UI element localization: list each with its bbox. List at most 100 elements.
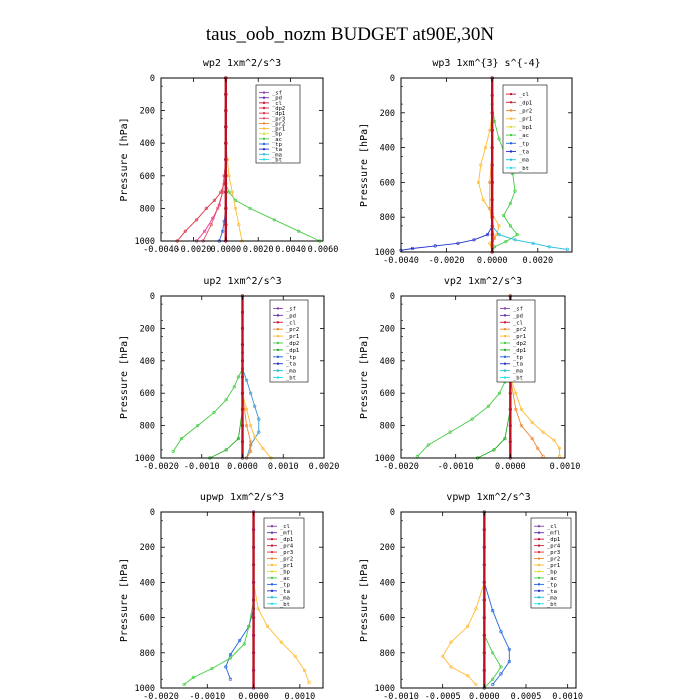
series-point <box>541 430 545 434</box>
series-point <box>183 229 187 233</box>
legend-label: _ac <box>547 576 557 582</box>
legend-marker <box>503 376 507 379</box>
legend-marker <box>262 117 266 120</box>
y-tick-label: 0 <box>390 508 395 518</box>
series-point <box>472 238 476 242</box>
series-point <box>497 224 501 228</box>
series-point <box>196 424 200 428</box>
y-tick-label: 1000 <box>375 684 395 694</box>
legend-marker <box>537 550 541 554</box>
series-point <box>245 378 249 382</box>
series-point <box>257 417 261 421</box>
x-tick-label: -0.0040 <box>143 245 179 255</box>
series-point <box>248 206 252 210</box>
legend-label: _dp1 <box>272 111 285 117</box>
series-point <box>504 240 508 244</box>
series-point <box>547 245 551 249</box>
series-line <box>209 296 243 459</box>
legend-marker <box>262 96 266 99</box>
series-point <box>491 608 495 613</box>
legend-label: _ta <box>272 147 282 153</box>
series-point <box>507 647 511 651</box>
legend-label: _bt <box>519 166 529 172</box>
y-tick-label: 800 <box>140 649 155 659</box>
legend-label: _bt <box>280 602 290 608</box>
panel-upwp: upwp 1xm^2/s^3 Pressure [hPa] 0 200 400 600 80… <box>119 492 324 700</box>
series-point <box>514 391 518 395</box>
legend-label: _tp <box>286 355 296 361</box>
legend-label: _tp <box>272 142 282 148</box>
legend-label: _ma <box>547 595 557 601</box>
y-axis-label: Pressure [hPa] <box>119 117 130 201</box>
legend-marker <box>276 369 280 372</box>
legend-marker <box>509 92 513 96</box>
legend-marker <box>509 150 513 153</box>
x-tick-label: -0.0020 <box>175 245 211 255</box>
series-point <box>249 391 253 395</box>
legend-marker <box>270 557 274 560</box>
y-tick-label: 200 <box>140 107 155 117</box>
series-point <box>221 229 225 233</box>
series-point <box>272 218 277 222</box>
y-tick-label: 0 <box>390 292 395 302</box>
legend-marker <box>262 142 266 146</box>
series-line <box>483 512 502 689</box>
legend-marker <box>509 109 513 112</box>
legend-marker <box>276 321 280 324</box>
series-point <box>456 241 460 245</box>
series-point <box>297 229 301 233</box>
panel-title: vpwp 1xm^2/s^3 <box>446 492 530 503</box>
series-point <box>495 233 499 237</box>
x-tick-label: -0.0020 <box>383 462 419 472</box>
series-point <box>293 654 297 658</box>
legend-marker <box>503 307 507 310</box>
panel-wp2: wp2 1xm^2/s^3 Pressure [hPa] 0 200 400 600 800… <box>119 58 338 255</box>
panel-title: up2 1xm^2/s^3 <box>203 276 281 287</box>
legend-marker <box>262 158 266 161</box>
series-point <box>182 682 186 687</box>
y-tick-label: 400 <box>380 578 395 588</box>
legend-label: _tp <box>519 141 529 147</box>
series-point <box>530 420 534 425</box>
series-point <box>514 407 518 412</box>
y-tick-label: 0 <box>150 292 155 302</box>
series-point <box>210 666 214 671</box>
legend-label: _pr2 <box>513 327 526 333</box>
x-tick-label: 0.0020 <box>243 245 274 255</box>
series-point <box>410 246 415 251</box>
legend-marker <box>276 376 280 379</box>
series-point <box>508 201 513 205</box>
legend-label: _cl <box>280 524 290 530</box>
series-point <box>224 398 228 402</box>
x-tick-label: 0.0010 <box>268 462 299 472</box>
legend-label: _cl <box>519 92 529 98</box>
legend-marker <box>262 127 266 130</box>
y-axis-label: Pressure [hPa] <box>119 335 130 419</box>
series-point <box>245 407 249 412</box>
series-point <box>448 430 452 434</box>
legend-label: _dp1 <box>280 537 293 543</box>
series-point <box>491 682 495 687</box>
legend-label: _sf <box>286 306 296 312</box>
series-point <box>508 224 513 228</box>
series-point <box>513 238 517 242</box>
legend-label: _dp1 <box>513 348 526 354</box>
series-point <box>257 430 261 434</box>
plot-frame <box>400 77 573 253</box>
series-point <box>237 223 241 227</box>
legend-label: _dp2 <box>513 341 526 347</box>
x-tick-label: 0.0000 <box>227 462 258 472</box>
series-point <box>483 146 488 150</box>
series-point <box>212 411 216 415</box>
series-line <box>225 78 243 242</box>
series-point <box>530 437 534 441</box>
legend-label: _pr1 <box>519 117 532 123</box>
series-point <box>230 190 234 194</box>
y-tick-label: 400 <box>380 357 395 367</box>
x-tick-label: 0.0020 <box>522 256 553 266</box>
series-point <box>497 391 502 395</box>
y-tick-label: 0 <box>150 508 155 518</box>
series-point <box>265 624 270 629</box>
legend-label: _bt <box>272 157 282 163</box>
